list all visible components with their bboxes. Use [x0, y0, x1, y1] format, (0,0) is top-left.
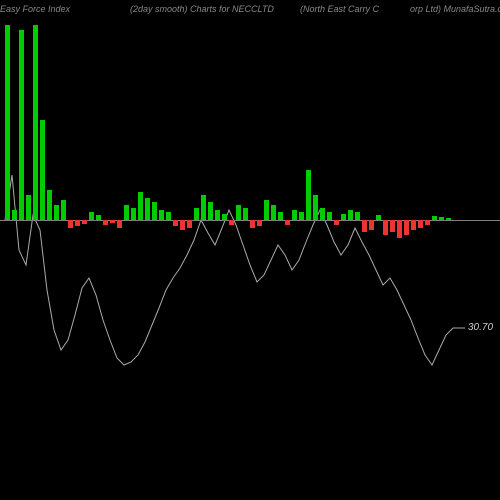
price-label: 30.70 [468, 322, 493, 333]
force-bar [390, 220, 395, 232]
force-bar [166, 212, 171, 220]
force-bar [201, 195, 206, 220]
force-bar [446, 218, 451, 220]
header-segment: (North East Carry C [300, 4, 379, 14]
force-bar [103, 220, 108, 225]
header-segment: orp Ltd) MunafaSutra.co [410, 4, 500, 14]
force-bar [257, 220, 262, 226]
force-bar [404, 220, 409, 235]
force-bar [376, 215, 381, 220]
force-bar [271, 205, 276, 220]
force-bar [243, 208, 248, 220]
force-bar [96, 215, 101, 220]
force-bar [222, 214, 227, 220]
force-bar [229, 220, 234, 225]
price-line [5, 175, 465, 365]
force-bar [341, 214, 346, 220]
force-bar [278, 212, 283, 220]
force-bar [145, 198, 150, 220]
force-bar [369, 220, 374, 230]
force-bar [418, 220, 423, 228]
force-bar [180, 220, 185, 230]
force-bar [250, 220, 255, 228]
force-bar [33, 25, 38, 220]
force-bar [12, 210, 17, 220]
force-bar [187, 220, 192, 228]
force-bar [306, 170, 311, 220]
force-bar [313, 195, 318, 220]
header-segment: Easy Force Index [0, 4, 70, 14]
chart-header: Easy Force Index (2day smooth) Charts for… [0, 4, 500, 20]
force-bar [124, 205, 129, 220]
force-bar [285, 220, 290, 225]
force-bar [194, 208, 199, 220]
force-bar [75, 220, 80, 226]
header-segment: (2day smooth) Charts for NECCLTD [130, 4, 274, 14]
force-bar [327, 212, 332, 220]
force-bar [215, 210, 220, 220]
price-line-svg [0, 20, 500, 500]
force-bar [40, 120, 45, 220]
force-bar [26, 195, 31, 220]
force-bar [5, 25, 10, 220]
force-bar [383, 220, 388, 235]
force-bar [355, 212, 360, 220]
force-bar [236, 205, 241, 220]
force-bar [19, 30, 24, 220]
force-bar [264, 200, 269, 220]
force-bar [173, 220, 178, 226]
force-bar [117, 220, 122, 228]
force-bar [54, 205, 59, 220]
force-bar [82, 220, 87, 224]
force-bar [159, 210, 164, 220]
force-bar [110, 220, 115, 223]
force-bar [320, 208, 325, 220]
force-bar [208, 202, 213, 220]
force-bar [425, 220, 430, 225]
force-bar [47, 190, 52, 220]
force-bar [131, 208, 136, 220]
force-bar [89, 212, 94, 220]
chart-area: 30.70 [0, 20, 500, 500]
force-bar [348, 210, 353, 220]
force-bar [299, 212, 304, 220]
force-bar [411, 220, 416, 230]
force-bar [152, 202, 157, 220]
force-bar [138, 192, 143, 220]
force-bar [68, 220, 73, 228]
force-bar [362, 220, 367, 232]
force-bar [292, 210, 297, 220]
force-bar [334, 220, 339, 225]
force-bar [439, 217, 444, 220]
force-bar [61, 200, 66, 220]
force-bar [432, 216, 437, 220]
force-bar [397, 220, 402, 238]
